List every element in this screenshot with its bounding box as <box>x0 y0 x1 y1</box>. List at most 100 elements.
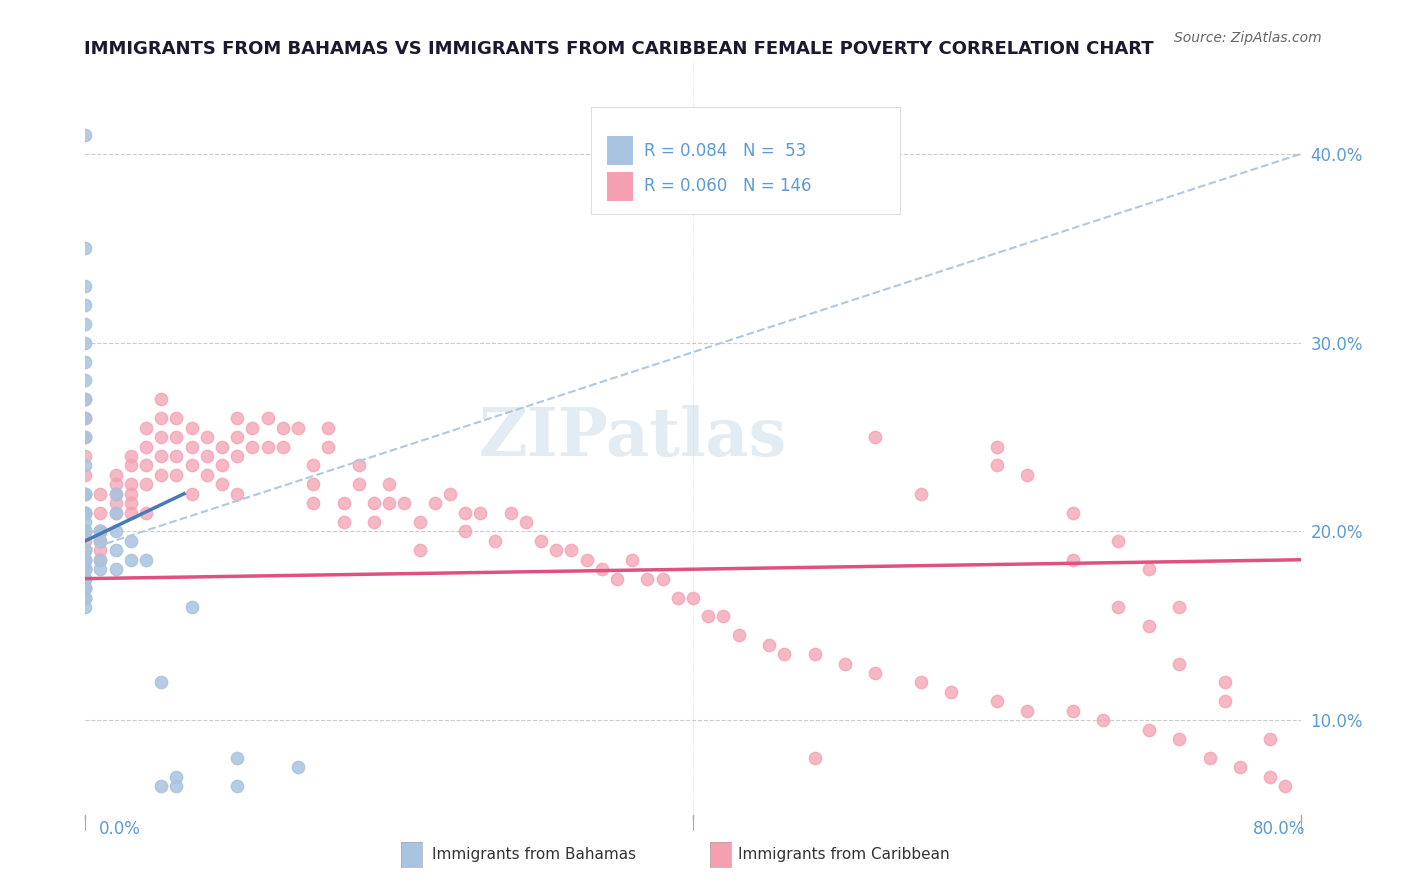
Point <box>454 524 477 539</box>
Point <box>302 477 325 491</box>
Point <box>75 449 97 463</box>
Point <box>378 496 401 510</box>
Point <box>75 506 97 520</box>
Point <box>180 486 202 500</box>
Point <box>1258 770 1281 784</box>
Point <box>120 496 142 510</box>
Point <box>1258 732 1281 747</box>
Text: 0.0%: 0.0% <box>98 820 141 838</box>
Point <box>89 562 111 576</box>
Point <box>104 467 127 482</box>
Point <box>75 506 97 520</box>
Point <box>89 543 111 558</box>
Point <box>75 581 97 595</box>
Point <box>606 572 628 586</box>
Point <box>195 430 218 444</box>
Point <box>256 411 278 425</box>
Point <box>75 486 97 500</box>
Point <box>226 430 249 444</box>
Point <box>89 524 111 539</box>
Point <box>865 430 887 444</box>
Point <box>302 458 325 473</box>
Point <box>75 553 97 567</box>
Point <box>165 411 187 425</box>
Point <box>89 486 111 500</box>
Point <box>165 779 187 793</box>
Point <box>150 675 173 690</box>
Text: Source: ZipAtlas.com: Source: ZipAtlas.com <box>1174 31 1322 45</box>
Point <box>1062 553 1084 567</box>
Point <box>287 760 309 774</box>
Point <box>180 458 202 473</box>
Point <box>150 430 173 444</box>
Point <box>120 533 142 548</box>
Point <box>470 506 492 520</box>
Point <box>394 496 416 510</box>
Point <box>75 543 97 558</box>
Point <box>423 496 446 510</box>
Text: R = 0.060   N = 146: R = 0.060 N = 146 <box>644 178 811 195</box>
Point <box>332 496 354 510</box>
Point <box>803 751 825 765</box>
Point <box>986 694 1008 708</box>
Point <box>697 609 720 624</box>
Point <box>332 515 354 529</box>
Point <box>150 467 173 482</box>
Point <box>75 562 97 576</box>
Point <box>75 392 97 407</box>
Point <box>211 440 233 454</box>
Text: Immigrants from Bahamas: Immigrants from Bahamas <box>432 847 637 862</box>
Point <box>803 647 825 661</box>
Point <box>104 506 127 520</box>
Point <box>75 543 97 558</box>
Point <box>271 440 294 454</box>
Point <box>226 486 249 500</box>
Point <box>560 543 582 558</box>
Point <box>75 581 97 595</box>
Point <box>75 524 97 539</box>
Point <box>910 486 932 500</box>
Point <box>75 486 97 500</box>
Point <box>347 477 370 491</box>
Point <box>75 572 97 586</box>
Point <box>104 524 127 539</box>
Point <box>195 449 218 463</box>
Point <box>75 524 97 539</box>
Point <box>75 430 97 444</box>
Point <box>773 647 796 661</box>
Point <box>104 496 127 510</box>
Point <box>135 440 157 454</box>
Point <box>621 553 644 567</box>
Point <box>1168 599 1191 614</box>
Text: 80.0%: 80.0% <box>1253 820 1306 838</box>
Point <box>636 572 658 586</box>
Text: Immigrants from Caribbean: Immigrants from Caribbean <box>738 847 949 862</box>
Point <box>120 477 142 491</box>
Point <box>591 562 613 576</box>
Point <box>89 553 111 567</box>
Point <box>484 533 506 548</box>
Point <box>1213 675 1236 690</box>
Point <box>1107 533 1129 548</box>
Point <box>75 411 97 425</box>
Point <box>75 317 97 331</box>
Point <box>408 543 430 558</box>
Point <box>75 298 97 312</box>
Point <box>120 449 142 463</box>
Point <box>211 477 233 491</box>
Point <box>104 506 127 520</box>
Point <box>454 506 477 520</box>
Point <box>1107 599 1129 614</box>
Point <box>226 449 249 463</box>
Point <box>165 449 187 463</box>
Point <box>135 553 157 567</box>
Point <box>150 392 173 407</box>
Point <box>378 477 401 491</box>
Point <box>758 638 780 652</box>
Point <box>75 354 97 368</box>
Point <box>75 515 97 529</box>
Point <box>75 486 97 500</box>
Point <box>89 533 111 548</box>
Point <box>439 486 461 500</box>
Text: R = 0.084   N =  53: R = 0.084 N = 53 <box>644 142 806 160</box>
